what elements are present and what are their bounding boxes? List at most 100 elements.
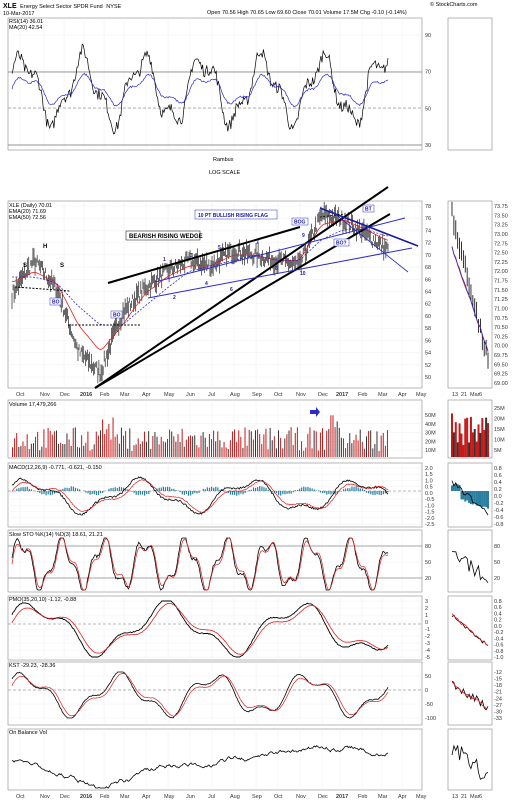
frame-obv [7,728,423,791]
macd-hist-bar [301,487,303,491]
right-volume-bar [481,418,484,457]
rsi-line [11,43,389,135]
x-label-bottom-15: 2017 [336,794,348,800]
volume-bar [108,423,110,457]
sto-tick-1: 50 [425,560,431,566]
volume-bar [70,445,72,457]
volume-bar [97,435,99,457]
volume-bar [359,429,361,457]
macd-label: MACD(12,26,9) -0.771, -0.621, -0.150 [9,465,102,471]
macd-hist-bar [313,489,315,491]
macd-hist-bar [20,487,22,491]
macd-hist-bar [370,491,372,495]
bo1-box [49,297,62,306]
right-volume-bar [475,441,478,457]
price-tick-8: 62 [425,302,431,308]
macd-hist-bar [16,488,18,491]
macd-hist-bar [146,491,148,495]
channel-line [329,209,409,273]
x-label-bottom-2: Dec [60,794,70,800]
volume-bar [215,441,217,457]
volume-bar [384,445,386,457]
macd-hist-bar [39,491,41,493]
price-tick-10: 58 [425,326,431,332]
volume-bar [382,432,384,457]
volume-bar [284,438,286,457]
macd-tick-1: 1.5 [425,472,433,478]
right-volume-bar [485,417,488,457]
volume-bar [91,449,93,457]
macd-hist-bar [208,487,211,491]
macd-hist-bar [311,488,313,491]
rx-label-top-3: 6 [479,392,482,398]
right-volume-bar [466,417,469,457]
volume-bar [127,448,129,457]
macd-hist-bar [378,491,380,495]
x-label-bottom-19: May [416,794,427,800]
volume-bar [288,430,290,457]
volume-bar [164,442,166,457]
volume-bar [294,433,296,457]
volume-bar [167,438,169,457]
pmo-tick-1: 2 [425,606,428,612]
x-label-bottom-18: Apr [398,794,407,800]
wave-label-10: 10 [300,271,306,277]
right-ema50-line [451,246,489,352]
right-macd-bar [473,491,476,504]
volume-bar [137,438,139,457]
volume-bar [290,427,292,457]
right-volume-bar [462,445,465,457]
macd-hist-bar [280,491,282,496]
rvol-tick-4: 5M [494,448,502,454]
volume-bar [192,436,194,457]
macd-tick-4: 0.0 [425,491,433,497]
x-label-top-11: Sep [252,392,262,398]
right-macd-line [451,480,489,516]
volume-bar [190,435,192,457]
macd-hist-bar [267,489,269,491]
wedge-label: BEARISH RISING WEDGE [129,234,203,240]
right-kst-signal [451,681,489,709]
macd-hist-bar [288,491,290,494]
rmacd-tick-5: -0.2 [494,501,503,507]
frame-price [7,200,423,389]
macd-hist-bar [248,490,250,491]
volume-bar [315,431,317,457]
macd-hist-bar [324,491,326,494]
x-label-bottom-12: Oct [274,794,283,800]
kst-line [11,671,389,719]
right-macd-bar [468,491,471,503]
volume-bar [16,433,18,457]
right-volume-bar [464,418,467,457]
volume-bar [148,431,150,457]
volume-bar [229,440,231,457]
volume-bar [183,446,185,457]
macd-line [11,476,389,516]
macd-hist-bar [112,488,114,491]
volume-bar [118,443,120,457]
pmo-tick-5: -2 [425,634,430,640]
rx-label-bottom-2: Mar [470,794,480,800]
rkst-tick-4: -24 [494,696,502,702]
volume-bar [158,444,160,457]
macd-hist-bar [148,491,150,494]
volume-bar [238,430,240,457]
price-tick-0: 78 [425,204,431,210]
rvol-tick-3: 10M [494,438,505,444]
macd-hist-bar [120,487,123,491]
rprice-tick-0: 73.75 [494,204,508,210]
macd-hist-bar [125,488,127,491]
right-macd-bar [475,491,478,506]
y-axis-ticks: 9070503078767472706866646260585654525050… [425,33,436,722]
macd-hist-bar [175,489,177,491]
frame-volume [7,399,423,459]
macd-hist-bar [95,491,97,495]
macd-hist-bar [181,491,183,495]
volume-bar [26,434,28,457]
right-volume-bar [469,416,472,457]
volume-bar [345,448,347,457]
volume-bar [51,434,53,457]
rx-label-bottom-3: 6 [479,794,482,800]
macd-hist-bar [244,491,246,493]
macd-hist-bar [62,488,64,491]
